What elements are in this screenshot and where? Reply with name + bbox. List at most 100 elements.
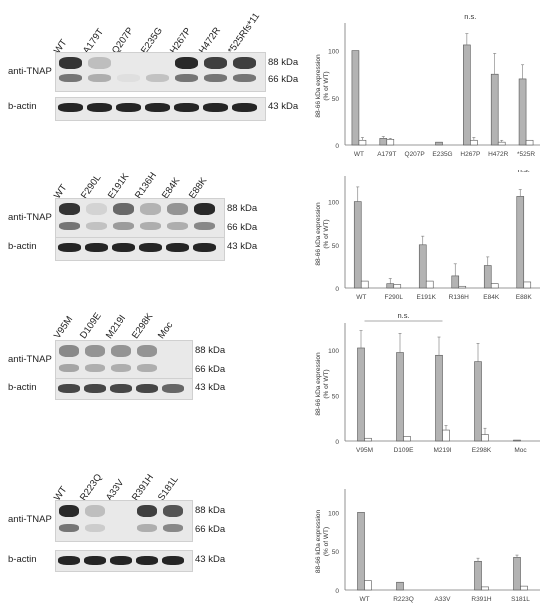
b-actin-label: b-actin xyxy=(8,241,37,252)
kda-66-label: 66 kDa xyxy=(195,364,226,375)
bar-88kda xyxy=(435,354,443,442)
actin-band xyxy=(136,556,158,565)
lower-band xyxy=(117,74,140,82)
upper-band xyxy=(85,505,105,517)
y-tick-label: 100 xyxy=(328,348,339,355)
ns-annotation: n.s. xyxy=(464,12,476,21)
bar-88kda xyxy=(474,361,482,442)
bar-88kda xyxy=(518,78,527,146)
x-tick-label: *525R xyxy=(517,151,535,158)
bar-66kda xyxy=(358,139,367,146)
bar-88kda xyxy=(379,138,388,146)
anti-tnap-label: anti-TNAP xyxy=(8,514,52,525)
actin-blot-strip xyxy=(55,97,266,121)
bar-66kda xyxy=(425,280,434,289)
x-tick-label: A33V xyxy=(435,596,452,603)
bar-88kda xyxy=(418,244,427,289)
actin-band xyxy=(110,556,132,565)
y-tick-label: 50 xyxy=(332,549,340,556)
upper-band xyxy=(194,203,215,215)
actin-band xyxy=(84,556,106,565)
kda-43-label: 43 kDa xyxy=(195,554,226,565)
x-tick-label: R391H xyxy=(471,596,492,603)
actin-band xyxy=(136,384,158,393)
anti-tnap-label: anti-TNAP xyxy=(8,354,52,365)
upper-band xyxy=(137,345,157,357)
y-axis-label: 88-66 kDa expression(% of WT) xyxy=(315,54,330,118)
actin-band xyxy=(203,103,228,112)
y-axis-label: 88-66 kDa expression(% of WT) xyxy=(315,510,330,574)
upper-band xyxy=(88,57,111,69)
x-tick-label: WT xyxy=(359,596,369,603)
actin-band xyxy=(58,103,83,112)
kda-66-label: 66 kDa xyxy=(227,222,258,233)
tnap-blot-strip xyxy=(55,198,225,240)
lane-label: R136H xyxy=(132,170,159,201)
upper-band xyxy=(111,505,131,517)
bar-88kda xyxy=(513,439,521,442)
lower-band xyxy=(111,524,131,532)
bar-88kda xyxy=(396,352,404,442)
bar-88kda xyxy=(463,44,471,146)
upper-band xyxy=(163,345,183,357)
lane-label: E191K xyxy=(105,171,132,201)
ns-annotation: n.s. xyxy=(397,311,409,320)
actin-band xyxy=(112,243,135,252)
bar-66kda xyxy=(490,283,499,289)
upper-band xyxy=(137,505,157,517)
y-tick-label: 50 xyxy=(332,96,340,103)
bar-88kda xyxy=(490,73,499,146)
upper-band xyxy=(86,203,107,215)
tnap-blot-strip xyxy=(55,500,193,542)
bar-88kda xyxy=(474,560,482,591)
upper-band xyxy=(146,57,169,69)
bar-66kda xyxy=(364,437,372,442)
x-tick-label: V95M xyxy=(356,447,373,454)
actin-band xyxy=(162,556,184,565)
kda-88-label: 88 kDa xyxy=(268,57,299,68)
kda-43-label: 43 kDa xyxy=(227,241,258,252)
y-tick-label: 0 xyxy=(335,439,339,446)
bar-66kda xyxy=(523,281,532,289)
bar-66kda xyxy=(481,434,489,442)
actin-blot-strip xyxy=(55,237,225,261)
upper-band xyxy=(113,203,134,215)
b-actin-label: b-actin xyxy=(8,382,37,393)
bar-66kda xyxy=(393,284,402,289)
y-axis-label: 88-66 kDa expression(% of WT) xyxy=(315,352,330,416)
upper-band xyxy=(175,57,198,69)
x-tick-label: E191K xyxy=(416,294,436,301)
actin-band xyxy=(162,384,184,393)
bar-88kda xyxy=(451,275,460,289)
actin-band xyxy=(193,243,216,252)
upper-band xyxy=(140,203,161,215)
x-tick-label: M219I xyxy=(433,447,451,454)
x-tick-label: WT xyxy=(354,151,364,158)
upper-band xyxy=(204,57,227,69)
lower-band xyxy=(86,222,107,230)
tnap-blot-strip xyxy=(55,52,266,92)
lower-band xyxy=(146,74,169,82)
x-tick-label: R223Q xyxy=(393,596,414,603)
x-tick-label: E298K xyxy=(472,447,492,454)
bar-88kda xyxy=(513,557,521,591)
x-tick-label: R136H xyxy=(449,294,470,301)
actin-band xyxy=(145,103,170,112)
bar-66kda xyxy=(360,280,369,289)
upper-band xyxy=(59,203,80,215)
lane-label: R223Q xyxy=(77,472,105,503)
y-axis-label: 88-66 kDa expression(% of WT) xyxy=(315,202,330,266)
lane-label: F290L xyxy=(78,172,104,201)
bar-66kda xyxy=(386,139,395,146)
b-actin-label: b-actin xyxy=(8,101,37,112)
bar-66kda xyxy=(481,586,489,591)
bar-66kda xyxy=(497,141,506,146)
upper-band xyxy=(167,203,188,215)
lower-band xyxy=(137,364,157,372)
bar-88kda xyxy=(351,50,360,146)
kda-88-label: 88 kDa xyxy=(195,505,226,516)
x-tick-label: A179T xyxy=(377,151,396,158)
actin-band xyxy=(87,103,112,112)
actin-band xyxy=(166,243,189,252)
